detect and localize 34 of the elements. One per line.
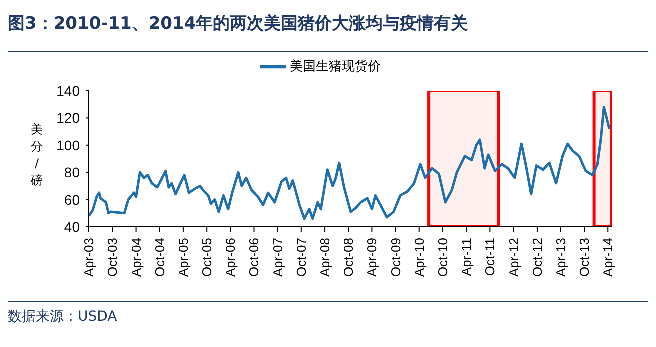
y-tick-label: 80 [64, 164, 80, 181]
x-tick-label: Apr-07 [270, 238, 286, 278]
x-tick-label: Oct-10 [436, 238, 451, 278]
y-tick-label: 100 [56, 137, 80, 154]
y-axis-title: 美分/磅 [30, 122, 43, 188]
x-tick-label: Apr-04 [128, 238, 144, 278]
x-tick-label: Oct-08 [341, 238, 356, 278]
x-tick-label: Oct-09 [388, 238, 404, 278]
legend-label: 美国生猪现货价 [290, 60, 381, 75]
x-tick-label: Apr-11 [459, 238, 474, 276]
x-tick-label: Apr-05 [176, 238, 191, 278]
x-tick-label: Oct-05 [200, 238, 215, 278]
y-tick-label: 60 [64, 192, 80, 208]
line-series [89, 106, 611, 220]
y-tick-label: 120 [56, 110, 80, 126]
x-tick-label: Oct-13 [577, 238, 592, 278]
x-tick-label: Apr-12 [506, 238, 522, 278]
x-tick-label: Oct-03 [105, 238, 120, 278]
x-tick-label: Apr-03 [82, 238, 96, 278]
y-tick-label: 40 [64, 219, 80, 235]
x-tick-label: Apr-14 [600, 238, 616, 278]
x-tick-label: Apr-06 [223, 238, 238, 278]
x-tick-label: Apr-10 [412, 238, 427, 278]
x-tick-label: Oct-12 [530, 238, 545, 278]
x-tick-label: Oct-11 [482, 238, 498, 276]
x-tick-label: Apr-09 [364, 238, 380, 278]
x-tick-label: Oct-04 [152, 238, 168, 278]
source-note: 数据来源：USDA [8, 308, 118, 326]
chart-title: 图3：2010-11、2014年的两次美国猪价大涨均与疫情有关 [8, 14, 468, 34]
x-tick-label: Apr-13 [553, 238, 568, 278]
x-tick-label: Oct-07 [294, 238, 309, 278]
y-tick-label: 140 [56, 83, 80, 99]
x-tick-label: Oct-06 [246, 238, 262, 278]
x-tick-label: Apr-08 [318, 238, 333, 278]
